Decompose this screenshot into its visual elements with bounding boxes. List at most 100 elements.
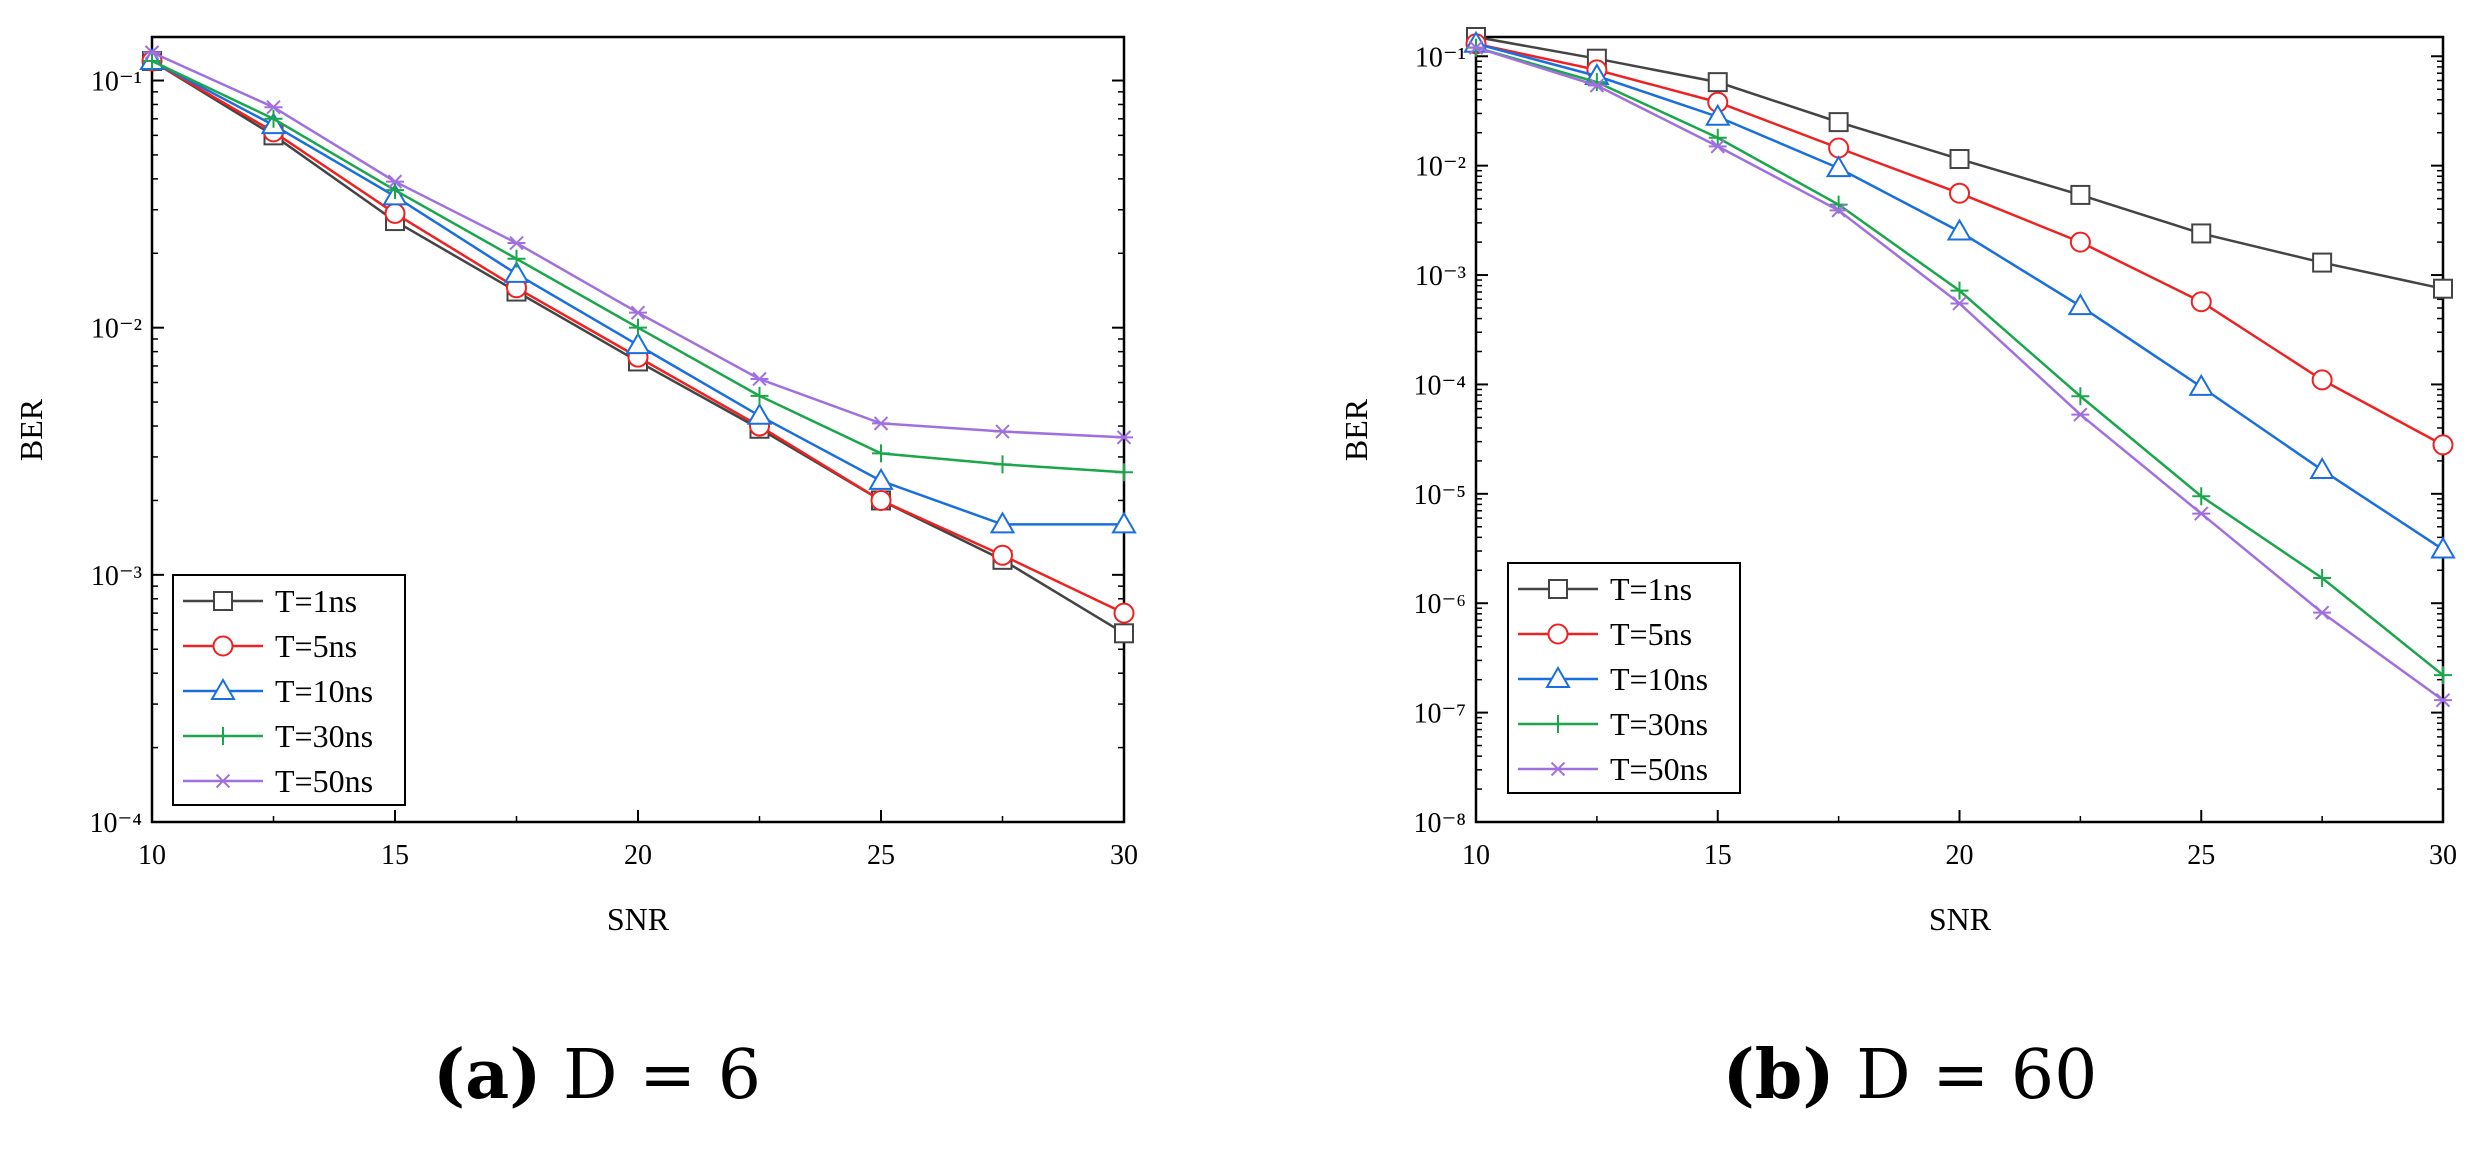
data-point-b-t-50ns-2: [1708, 139, 1727, 154]
data-point-a-t-30ns-3: [507, 249, 526, 268]
data-point-a-t-10ns-4: [625, 332, 651, 355]
x-tick-label-a: 25: [867, 840, 895, 871]
x-tick-label-b: 30: [2429, 840, 2457, 871]
legend-label-a-t-1ns: T=1ns: [275, 583, 357, 619]
data-point-b-t-50ns-4: [1950, 296, 1969, 311]
y-tick-label-b: 10⁻⁶: [1413, 589, 1466, 620]
data-point-a-t-30ns-0: [143, 51, 161, 70]
data-point-b-t-50ns-6: [2192, 506, 2211, 521]
data-point-b-t-30ns-1: [1587, 73, 1606, 92]
data-point-b-t-1ns-5: [2070, 184, 2091, 205]
data-point-a-t-50ns-4: [629, 305, 647, 320]
legend-marker-a-t-50ns: [214, 773, 232, 789]
legend-label-a-t-10ns: T=10ns: [275, 673, 373, 709]
data-point-a-t-30ns-6: [872, 444, 890, 463]
x-tick-label-a: 10: [138, 840, 166, 871]
legend-label-b-t-50ns: T=50ns: [1610, 751, 1708, 787]
x-tick-label-b: 20: [1946, 840, 1974, 871]
x-axis-label-a: SNR: [607, 901, 670, 937]
legend-b: T=1ns T=5ns T=10ns T=30ns T=50ns: [1507, 562, 1741, 794]
legend-label-b-t-30ns: T=30ns: [1610, 706, 1708, 742]
data-point-b-t-30ns-7: [2313, 569, 2332, 588]
data-point-a-t-50ns-1: [264, 100, 283, 115]
data-point-a-t-10ns-6: [868, 467, 894, 490]
chart-b: 10⁻⁸ 10⁻⁷ 10⁻⁶ 10⁻⁵ 10⁻⁴ 10⁻³ 10⁻² 10⁻¹ 10 15 20 25…: [1338, 27, 2457, 937]
data-point-b-t-10ns-3: [1825, 155, 1852, 178]
caption-b-text: D = 60: [1856, 1036, 2098, 1115]
data-point-a-t-30ns-1: [264, 109, 283, 128]
legend-marker-a-t-1ns: [213, 591, 233, 611]
series-line-b-t-5ns: [1475, 42, 2444, 447]
data-point-a-t-50ns-7: [993, 424, 1012, 439]
caption-b: (b) D = 60: [1723, 1035, 2098, 1125]
data-point-b-t-1ns-8: [2433, 278, 2453, 299]
legend-marker-b-t-50ns: [1549, 761, 1567, 777]
legend-marker-a-t-5ns: [212, 635, 234, 657]
data-point-b-t-1ns-6: [2191, 223, 2212, 244]
data-point-a-t-10ns-7: [989, 511, 1016, 534]
x-tick-label-a: 20: [624, 840, 652, 871]
data-point-a-t-50ns-0: [143, 45, 161, 60]
data-point-a-t-5ns-6: [870, 489, 892, 511]
data-point-a-t-50ns-8: [1115, 430, 1133, 445]
legend-a: T=1ns T=5ns T=10ns T=30ns T=50ns: [172, 574, 406, 806]
data-point-b-t-30ns-5: [2071, 387, 2090, 406]
data-point-b-t-10ns-7: [2309, 457, 2335, 480]
data-point-a-t-1ns-8: [1114, 623, 1134, 644]
y-tick-label-a: 10⁻⁴: [89, 808, 142, 839]
y-tick-label-a: 10⁻²: [91, 314, 142, 345]
data-point-b-t-10ns-2: [1705, 103, 1731, 126]
y-tick-label-a: 10⁻³: [91, 561, 142, 592]
data-point-a-t-50ns-6: [872, 416, 890, 431]
data-point-b-t-50ns-5: [2071, 407, 2090, 422]
y-tick-label-b: 10⁻⁴: [1413, 370, 1466, 401]
legend-label-b-t-1ns: T=1ns: [1610, 571, 1692, 607]
y-tick-label-b: 10⁻³: [1415, 261, 1466, 292]
data-point-a-t-30ns-5: [750, 386, 769, 405]
data-point-b-t-30ns-2: [1708, 128, 1727, 147]
data-point-a-t-10ns-3: [503, 260, 530, 283]
y-tick-label-b: 10⁻¹: [1415, 42, 1466, 73]
x-tick-label-a: 30: [1110, 840, 1138, 871]
legend-label-a-t-5ns: T=5ns: [275, 628, 357, 664]
data-point-b-t-5ns-4: [1949, 182, 1970, 204]
y-axis-label-a: BER: [13, 398, 49, 461]
data-point-b-t-50ns-1: [1587, 78, 1606, 93]
x-axis-label-b: SNR: [1929, 901, 1992, 937]
data-point-b-t-5ns-3: [1828, 137, 1850, 159]
data-point-a-t-50ns-5: [750, 371, 769, 387]
legend-label-a-t-50ns: T=50ns: [275, 763, 373, 799]
x-tick-label-a: 15: [381, 840, 409, 871]
data-point-a-t-30ns-4: [629, 318, 647, 337]
data-point-b-t-5ns-7: [2311, 369, 2333, 391]
data-point-b-t-50ns-3: [1829, 203, 1848, 218]
legend-marker-b-t-5ns: [1547, 623, 1569, 645]
y-tick-label-b: 10⁻⁸: [1413, 808, 1466, 839]
data-point-b-t-5ns-6: [2190, 291, 2212, 313]
data-point-a-t-5ns-8: [1113, 602, 1135, 624]
series-line-a-t-50ns: [151, 51, 1125, 439]
y-axis-label-b: BER: [1338, 398, 1374, 461]
data-point-b-t-10ns-8: [2430, 536, 2456, 559]
legend-label-a-t-30ns: T=30ns: [275, 718, 373, 754]
data-point-a-t-5ns-2: [384, 202, 406, 224]
legend-marker-a-t-10ns: [210, 678, 236, 700]
caption-a-text: D = 6: [563, 1036, 762, 1115]
x-tick-label-b: 10: [1462, 840, 1490, 871]
data-point-a-t-30ns-8: [1115, 463, 1133, 482]
data-point-b-t-50ns-0: [1467, 40, 1485, 55]
x-tick-label-b: 15: [1704, 840, 1732, 871]
chart-a: 10⁻⁴ 10⁻³ 10⁻² 10⁻¹ 10 15 20 25 30 SNR BER T=1ns T=5…: [13, 35, 1138, 937]
x-tick-label-b: 25: [2187, 840, 2215, 871]
data-point-b-t-30ns-8: [2434, 666, 2452, 685]
data-point-b-t-30ns-4: [1950, 281, 1969, 300]
data-point-b-t-5ns-8: [2432, 434, 2454, 456]
data-point-b-t-50ns-7: [2313, 605, 2332, 620]
data-point-a-t-50ns-2: [386, 174, 404, 189]
y-tick-label-b: 10⁻⁵: [1413, 480, 1466, 511]
legend-marker-b-t-10ns: [1545, 666, 1571, 688]
legend-marker-b-t-1ns: [1548, 579, 1568, 599]
legend-marker-b-t-30ns: [1549, 715, 1567, 733]
data-point-b-t-1ns-4: [1949, 149, 1970, 170]
